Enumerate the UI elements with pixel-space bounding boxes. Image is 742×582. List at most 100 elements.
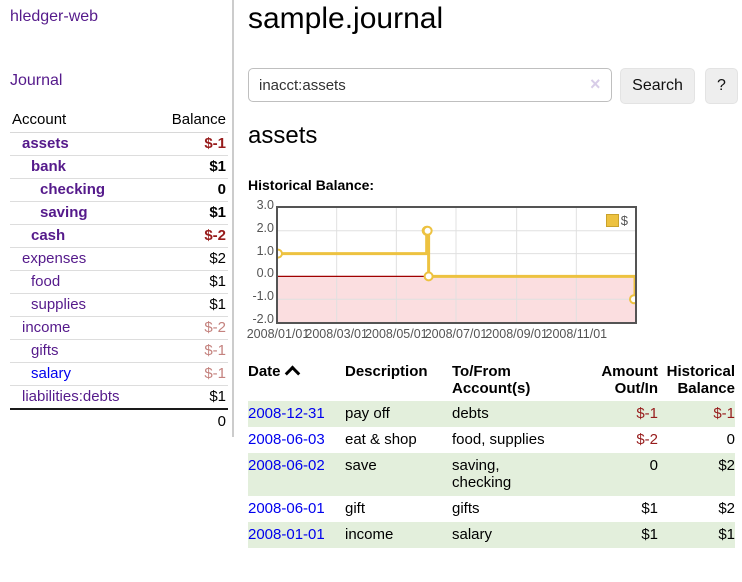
- account-balance: $-1: [152, 132, 228, 156]
- transaction-description: income: [345, 526, 394, 543]
- col-amount: Amount Out/In: [582, 360, 658, 401]
- account-title: assets: [248, 122, 318, 149]
- col-balance: Historical Balance: [658, 360, 735, 401]
- transaction-date-link[interactable]: 2008-06-01: [248, 500, 325, 517]
- y-tick-label: 2.0: [256, 220, 274, 235]
- account-row: expenses $2: [10, 247, 228, 271]
- account-link-saving[interactable]: saving: [40, 204, 88, 221]
- account-balance: $-2: [152, 316, 228, 340]
- transaction-description: save: [345, 457, 377, 474]
- account-balance: $2: [152, 247, 228, 271]
- transaction-date-link[interactable]: 2008-12-31: [248, 405, 325, 422]
- search-input[interactable]: [248, 68, 612, 102]
- transaction-row: 2008-06-02 save saving, checking 0 $2: [248, 453, 735, 496]
- transaction-amount: $1: [641, 500, 658, 517]
- account-link-assets[interactable]: assets: [22, 135, 69, 152]
- accounts-total-value: 0: [152, 408, 228, 433]
- x-tick-label: 2008/07/01: [424, 327, 488, 341]
- app-title-link[interactable]: hledger-web: [10, 8, 99, 25]
- col-description: Description: [345, 363, 428, 380]
- y-tick-label: -2.0: [252, 312, 274, 326]
- clear-icon[interactable]: ×: [590, 74, 601, 94]
- chart-legend: $: [603, 212, 630, 229]
- account-balance: $-2: [152, 224, 228, 248]
- transaction-accounts: gifts: [452, 500, 480, 517]
- transactions-header-row: Date Description To/From Account(s) Amoun…: [248, 360, 735, 401]
- accounts-total-spacer: [10, 408, 153, 433]
- transaction-amount: 0: [649, 457, 658, 474]
- account-link-cash[interactable]: cash: [31, 227, 66, 244]
- transaction-balance: $1: [718, 526, 735, 543]
- account-link-income[interactable]: income: [22, 319, 71, 336]
- account-balance: $-1: [152, 339, 228, 363]
- header-line: Amount: [601, 363, 658, 380]
- y-tick-label: 1.0: [256, 243, 274, 258]
- transactions-table: Date Description To/From Account(s) Amoun…: [248, 360, 735, 548]
- transaction-row: 2008-12-31 pay off debts $-1 $-1: [248, 401, 735, 427]
- account-row: bank $1: [10, 155, 228, 179]
- account-row: saving $1: [10, 201, 228, 225]
- search-button[interactable]: Search: [620, 68, 695, 104]
- transaction-balance: $-1: [713, 405, 735, 422]
- account-balance: $1: [152, 155, 228, 179]
- transaction-balance: $2: [718, 457, 735, 474]
- legend-swatch-icon: [605, 214, 619, 227]
- header-line: Historical: [666, 363, 735, 380]
- account-row: gifts $-1: [10, 339, 228, 363]
- account-link-gifts[interactable]: gifts: [31, 342, 59, 359]
- x-tick-label: 2008/11/01: [545, 327, 608, 341]
- account-balance: $1: [152, 201, 228, 225]
- search-form: × Search ?: [248, 68, 738, 104]
- transaction-row: 2008-01-01 income salary $1 $1: [248, 522, 735, 548]
- header-line: Balance: [677, 380, 735, 397]
- account-link-supplies[interactable]: supplies: [31, 296, 87, 313]
- transaction-date-link[interactable]: 2008-06-03: [248, 431, 325, 448]
- account-row: income $-2: [10, 316, 228, 340]
- y-tick-label: -1.0: [252, 289, 274, 304]
- help-button[interactable]: ?: [705, 68, 738, 104]
- transaction-balance: 0: [726, 431, 735, 448]
- account-link-checking[interactable]: checking: [40, 181, 106, 198]
- transaction-description: eat & shop: [345, 431, 417, 448]
- x-tick-label: 2008/09/01: [485, 327, 548, 341]
- account-row: cash $-2: [10, 224, 228, 248]
- account-balance: $1: [152, 293, 228, 317]
- chart-label: Historical Balance:: [248, 177, 375, 193]
- accounts-header-row: Account Balance: [10, 108, 228, 133]
- balance-chart: 3.0 2.0 1.0 0.0 -1.0 -2.0 $ 2008/01/01 2008/03…: [246, 198, 735, 345]
- account-row: checking 0: [10, 178, 228, 202]
- accounts-table: Account Balance assets $-1 bank $1 checking 0…: [10, 108, 228, 433]
- legend-label: $: [620, 213, 628, 228]
- account-link-salary[interactable]: salary: [31, 365, 72, 382]
- account-row: salary $-1: [10, 362, 228, 386]
- account-link-food[interactable]: food: [31, 273, 61, 290]
- sidebar-divider: [232, 0, 234, 437]
- transactions-table-body: 2008-12-31 pay off debts $-1 $-1 2008-06-03 ea…: [248, 401, 735, 548]
- account-link-liabilities-debts[interactable]: liabilities:debts: [22, 388, 120, 405]
- transaction-accounts: food, supplies: [452, 431, 545, 448]
- account-link-expenses[interactable]: expenses: [22, 250, 87, 267]
- page-title: sample.journal: [248, 2, 444, 35]
- transaction-amount: $-2: [636, 431, 658, 448]
- accounts-table-body: assets $-1 bank $1 checking 0 saving $1 cash $-2 e…: [10, 132, 228, 410]
- chart-plot-area: $: [276, 206, 637, 324]
- header-line: Account(s): [452, 380, 531, 397]
- account-balance: 0: [152, 178, 228, 202]
- account-link-bank[interactable]: bank: [31, 158, 67, 175]
- transaction-date-link[interactable]: 2008-01-01: [248, 526, 325, 543]
- transaction-date-link[interactable]: 2008-06-02: [248, 457, 325, 474]
- account-balance: $-1: [152, 362, 228, 386]
- col-tofrom: To/From Account(s): [452, 360, 582, 401]
- account-balance: $1: [209, 388, 226, 405]
- main-content: sample.journal × Search ? assets Histori…: [247, 0, 738, 548]
- accounts-total-row: 0: [10, 408, 228, 433]
- sidebar: hledger-web Journal Account Balance asse…: [10, 0, 228, 433]
- col-date[interactable]: Date: [248, 360, 345, 401]
- y-tick-label: 0.0: [256, 266, 274, 281]
- nav-journal-link[interactable]: Journal: [10, 72, 63, 89]
- accounts-col-account: Account: [10, 108, 153, 133]
- x-tick-label: 2008/05/01: [365, 327, 428, 341]
- chart-svg: [278, 208, 635, 322]
- account-balance: $1: [152, 270, 228, 294]
- x-tick-label: 2008/01/01: [246, 327, 310, 341]
